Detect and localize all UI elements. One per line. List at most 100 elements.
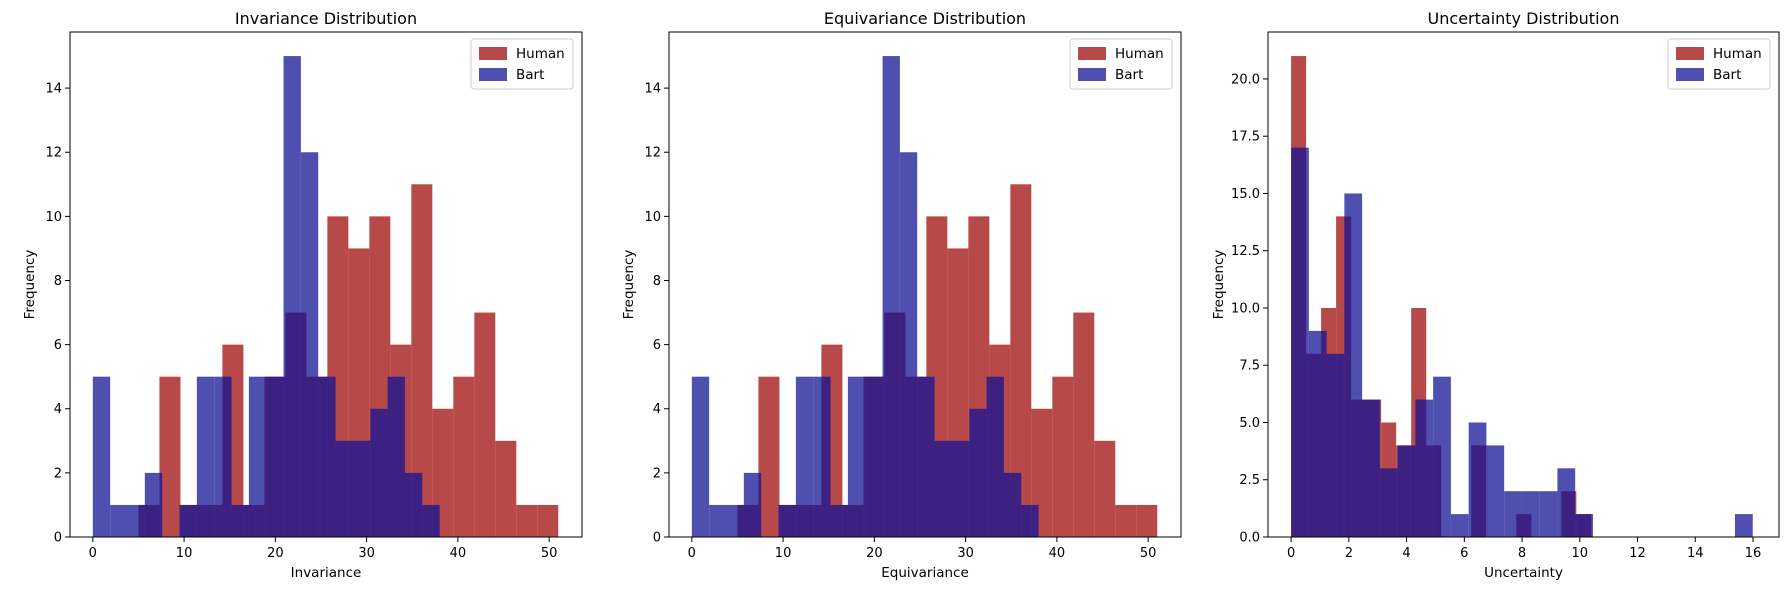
x-tick-label: 0 <box>1287 546 1295 561</box>
histogram-bar <box>1094 440 1116 537</box>
y-axis-label: Frequency <box>22 250 38 320</box>
y-tick-label: 4 <box>653 402 661 417</box>
x-tick-label: 2 <box>1345 546 1353 561</box>
legend-swatch-bart <box>1676 68 1704 81</box>
histogram-bar <box>951 440 970 537</box>
y-axis-label: Frequency <box>621 250 637 320</box>
chart-panel-3: 0 2 4 6 8 10 12 14 16 0.0 2.5 5.0 7.5 10.0 12.5 15.0 17.… <box>1211 9 1780 581</box>
histogram-bar <box>495 440 517 537</box>
chart-panel-2: 0 10 20 30 40 50 0 2 4 6 8 10 12 14 Equivariance Distr… <box>621 9 1182 581</box>
y-axis-label: Frequency <box>1211 250 1227 320</box>
histogram-bar <box>266 376 284 537</box>
plot-frame <box>1267 31 1780 538</box>
histogram-bar <box>231 504 249 537</box>
histogram-bar <box>248 376 267 537</box>
x-tick-label: 10 <box>775 546 792 561</box>
x-tick-label: 30 <box>358 546 375 561</box>
y-tick-label: 10.0 <box>1231 301 1260 316</box>
series-bart-bars <box>691 56 1039 538</box>
histogram-bar <box>1734 514 1753 537</box>
histogram-bar <box>1326 353 1345 537</box>
histogram-bar <box>318 376 336 537</box>
y-tick-label: 20.0 <box>1231 72 1260 87</box>
histogram-bar <box>214 376 232 537</box>
x-tick-label: 6 <box>1460 546 1468 561</box>
histogram-bar <box>813 376 831 537</box>
histogram-bar <box>899 152 918 538</box>
y-tick-label: 8 <box>54 274 62 289</box>
histogram-bar <box>1539 491 1558 537</box>
legend-label-bart: Bart <box>516 67 544 83</box>
y-tick-label: 0 <box>54 531 62 546</box>
chart-panel-1: 0 10 20 30 40 50 0 2 4 6 8 10 12 14 Invariance Distrib… <box>22 9 583 581</box>
y-tick-label: 14 <box>45 82 62 97</box>
histogram-bar <box>1415 399 1434 537</box>
histogram-bar <box>1003 472 1022 537</box>
histogram-bar <box>795 376 814 537</box>
histogram-bar <box>726 504 744 537</box>
plot-frame <box>69 31 583 538</box>
histogram-bar <box>1115 504 1137 537</box>
legend-swatch-bart <box>1078 68 1106 81</box>
y-tick-label: 15.0 <box>1231 187 1260 202</box>
legend: Human Bart <box>1069 38 1173 90</box>
histogram-bar <box>743 472 762 537</box>
histogram-bar <box>986 376 1004 537</box>
x-axis-label: Equivariance <box>881 565 969 581</box>
y-tick-label: 17.5 <box>1231 130 1260 145</box>
y-tick-label: 0 <box>653 531 661 546</box>
x-tick-label: 40 <box>1049 546 1066 561</box>
y-tick-label: 10 <box>45 210 62 225</box>
x-tick-label: 50 <box>541 546 558 561</box>
x-tick-label: 20 <box>267 546 284 561</box>
histogram-bar <box>1010 184 1032 538</box>
histogram-bar <box>1031 408 1053 537</box>
histogram-bar <box>144 472 163 537</box>
histogram-bar <box>1136 504 1158 537</box>
histogram-bar <box>1379 468 1398 537</box>
legend: Human Bart <box>1667 38 1771 90</box>
chart-title: Equivariance Distribution <box>824 9 1026 28</box>
histogram-bar <box>387 376 405 537</box>
histogram-bar <box>830 504 848 537</box>
legend-swatch-human <box>479 47 507 60</box>
y-tick-label: 12 <box>45 146 62 161</box>
chart-title: Invariance Distribution <box>235 9 417 28</box>
histogram-bar <box>196 376 215 537</box>
y-tick-label: 5.0 <box>1239 416 1260 431</box>
histogram-bar <box>1052 376 1074 537</box>
x-axis-label: Invariance <box>291 565 362 581</box>
y-tick-label: 2.5 <box>1239 473 1260 488</box>
x-tick-label: 12 <box>1629 546 1646 561</box>
legend-label-human: Human <box>516 46 565 62</box>
histogram-bar <box>283 56 301 538</box>
histogram-bar <box>1291 147 1309 537</box>
legend-swatch-human <box>1676 47 1704 60</box>
histogram-bar <box>110 504 128 537</box>
x-tick-label: 8 <box>1518 546 1526 561</box>
histogram-bar <box>370 408 388 537</box>
histogram-bar <box>691 376 710 537</box>
histogram-bar <box>411 184 433 538</box>
histogram-bar <box>179 504 197 537</box>
y-tick-label: 12.5 <box>1231 244 1260 259</box>
x-tick-label: 40 <box>450 546 467 561</box>
histogram-bar <box>1308 330 1327 537</box>
series-bart-bars <box>1291 147 1753 537</box>
histogram-bar <box>882 56 900 538</box>
y-tick-label: 8 <box>653 274 661 289</box>
histogram-bar <box>404 472 423 537</box>
histogram-bar <box>778 504 796 537</box>
histogram-bar <box>709 504 727 537</box>
x-tick-label: 20 <box>866 546 883 561</box>
x-tick-label: 10 <box>1572 546 1589 561</box>
histogram-bar <box>847 376 866 537</box>
histogram-bar <box>92 376 111 537</box>
series-bart-bars <box>92 56 440 538</box>
histogram-bar <box>1521 491 1540 537</box>
x-tick-label: 0 <box>688 546 696 561</box>
histogram-bar <box>159 376 181 537</box>
histogram-bar <box>516 504 538 537</box>
histogram-bar <box>474 312 496 537</box>
histogram-bar <box>335 440 353 537</box>
